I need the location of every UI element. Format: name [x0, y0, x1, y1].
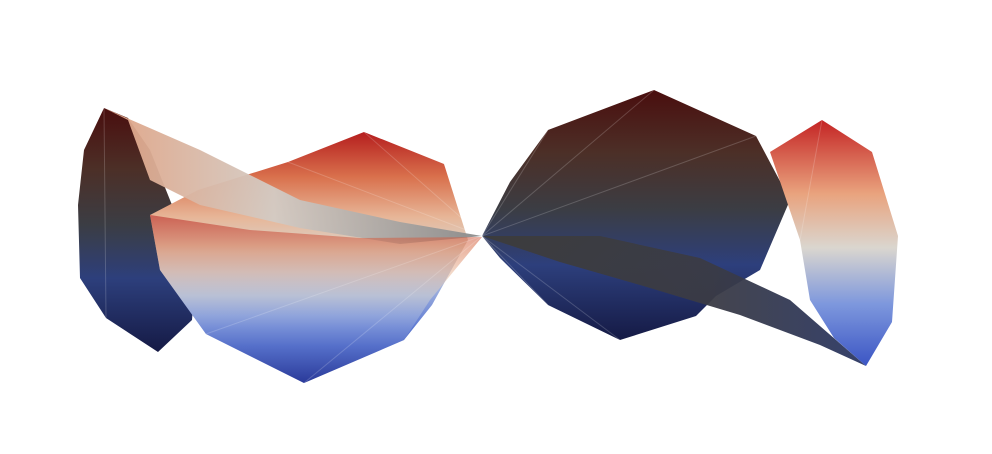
right-ribbon-face: [482, 236, 866, 366]
left-end-lobe: [78, 108, 196, 352]
right-end-cap: [770, 120, 898, 366]
left-ribbon-face: [104, 108, 482, 244]
surface-facet-lines: [103, 89, 823, 384]
left-lower-wedge: [150, 215, 482, 383]
